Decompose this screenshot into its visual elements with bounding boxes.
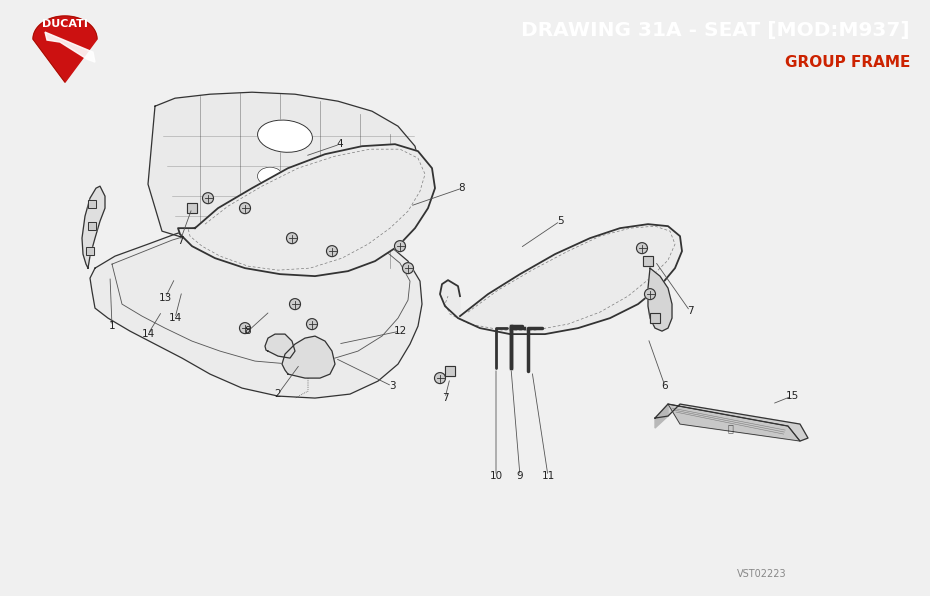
Bar <box>187 203 197 213</box>
Circle shape <box>307 319 317 330</box>
Text: 9: 9 <box>517 471 524 481</box>
Polygon shape <box>648 268 672 331</box>
Polygon shape <box>655 404 808 441</box>
Text: 3: 3 <box>389 381 395 391</box>
Bar <box>643 256 653 266</box>
Ellipse shape <box>311 191 329 205</box>
Text: 14: 14 <box>168 313 181 323</box>
Text: 6: 6 <box>661 381 669 391</box>
Bar <box>86 247 94 255</box>
Polygon shape <box>82 186 105 268</box>
Polygon shape <box>440 224 682 334</box>
Text: 13: 13 <box>158 293 172 303</box>
Text: 8: 8 <box>245 326 251 336</box>
Polygon shape <box>45 32 95 62</box>
Bar <box>88 222 96 230</box>
Bar <box>445 366 455 376</box>
Circle shape <box>286 232 298 244</box>
Polygon shape <box>90 214 422 398</box>
Polygon shape <box>148 92 420 258</box>
Circle shape <box>203 193 214 204</box>
Text: VST02223: VST02223 <box>737 569 787 579</box>
Text: 7: 7 <box>177 236 183 246</box>
Bar <box>187 203 197 213</box>
Circle shape <box>403 263 414 274</box>
Text: 7: 7 <box>686 306 693 316</box>
Circle shape <box>289 299 300 309</box>
Text: 15: 15 <box>785 391 799 401</box>
Polygon shape <box>510 326 522 368</box>
Circle shape <box>240 322 250 334</box>
Bar <box>650 313 660 323</box>
Circle shape <box>434 372 445 384</box>
Text: DUCATI: DUCATI <box>42 19 88 29</box>
Text: 2: 2 <box>274 389 281 399</box>
Bar <box>643 256 653 266</box>
Bar <box>88 200 96 208</box>
Text: 1: 1 <box>109 321 115 331</box>
Ellipse shape <box>258 120 312 153</box>
Bar <box>650 313 660 323</box>
Ellipse shape <box>348 213 363 223</box>
Circle shape <box>240 203 250 213</box>
Ellipse shape <box>258 167 283 185</box>
Text: 8: 8 <box>458 183 465 193</box>
Text: 5: 5 <box>557 216 564 226</box>
Text: 11: 11 <box>541 471 554 481</box>
Polygon shape <box>265 334 295 358</box>
Bar <box>86 247 94 255</box>
Polygon shape <box>282 336 335 378</box>
Polygon shape <box>655 404 668 428</box>
Text: 7: 7 <box>442 393 448 403</box>
Bar <box>88 200 96 208</box>
Text: 12: 12 <box>393 326 406 336</box>
Polygon shape <box>33 16 97 82</box>
Circle shape <box>394 241 405 252</box>
Circle shape <box>326 246 338 257</box>
Polygon shape <box>668 404 800 441</box>
Text: DRAWING 31A - SEAT [MOD:M937]: DRAWING 31A - SEAT [MOD:M937] <box>522 21 910 39</box>
Polygon shape <box>178 144 435 276</box>
Text: 10: 10 <box>489 471 502 481</box>
Text: GROUP FRAME: GROUP FRAME <box>785 55 910 70</box>
Text: 4: 4 <box>337 139 343 149</box>
Bar <box>88 222 96 230</box>
Text: 14: 14 <box>141 329 154 339</box>
Text: 🔧: 🔧 <box>727 423 733 433</box>
Bar <box>445 366 455 376</box>
Circle shape <box>636 243 647 254</box>
Circle shape <box>644 288 656 300</box>
